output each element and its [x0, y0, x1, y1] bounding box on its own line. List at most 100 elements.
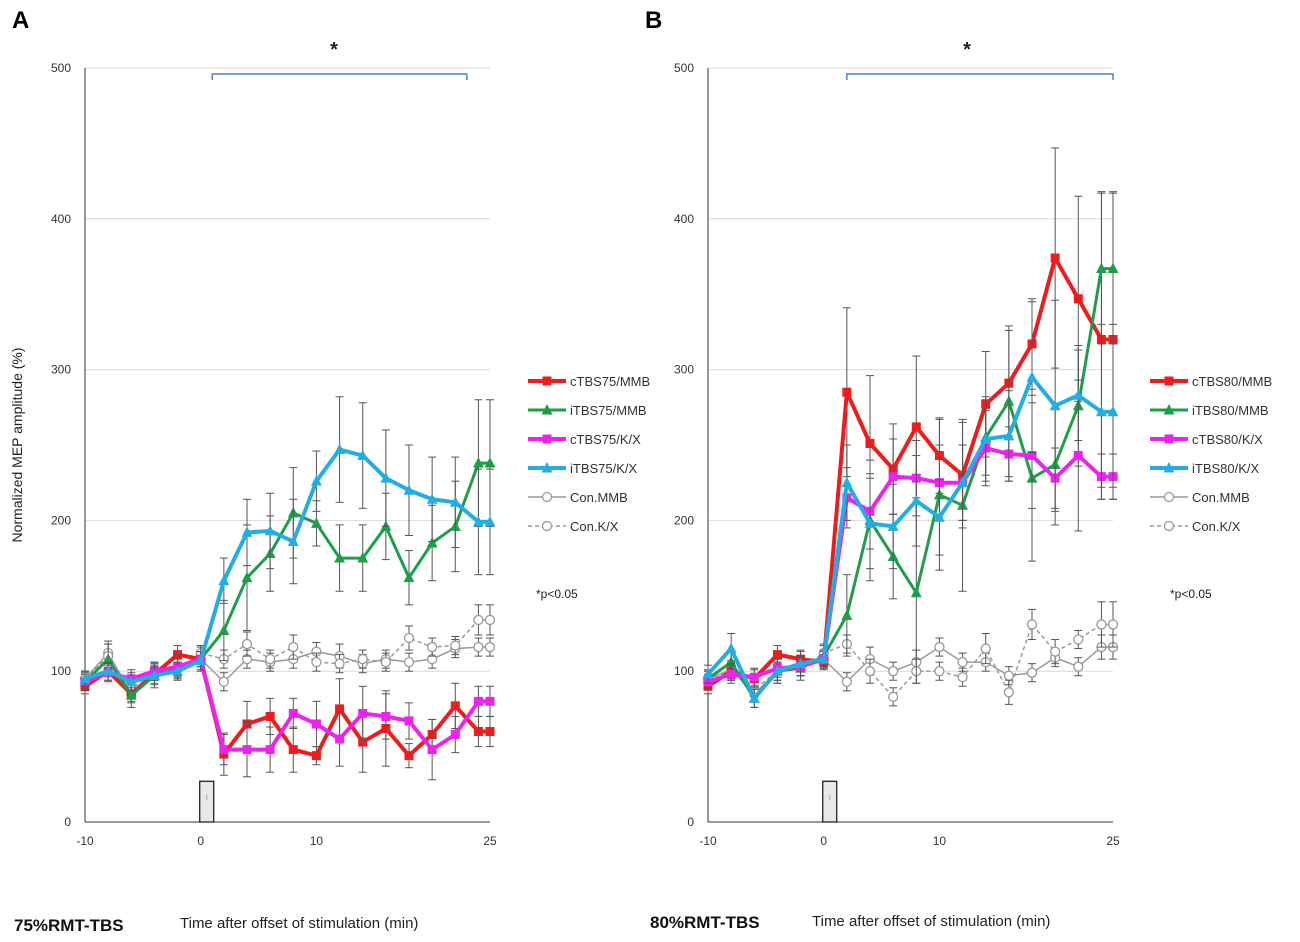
- panel-b-point-cTBS80/K/X-16: [1073, 451, 1083, 461]
- panel-a-point-iTBS75/K/X-3: [148, 669, 160, 681]
- panel-a-point-Con.K/X-15: [426, 641, 438, 653]
- panel-b-point-iTBS80/MMB-17: [1095, 262, 1107, 274]
- panel-b-x-tick-label--10: -10: [699, 834, 717, 848]
- panel-a-point-Con.K/X-13: [380, 657, 392, 668]
- panel-b-point-cTBS80/K/X-2: [749, 672, 759, 682]
- panel-a-series-iTBS75/K/X: [79, 396, 496, 692]
- panel-a-point-iTBS75/MMB-10: [310, 517, 322, 528]
- panel-b-y-tick-label-100: 100: [674, 664, 694, 678]
- panel-b-letter: B: [645, 7, 662, 34]
- panel-a-y-axis-label: Normalized MEP amplitude (%): [9, 347, 25, 542]
- panel-a-point-cTBS75/MMB-11: [335, 704, 345, 714]
- panel-a-y-tick-label-0: 0: [64, 815, 71, 829]
- panel-a-legend-marker-cTBS75/MMB: [542, 376, 552, 386]
- panel-b-stim-box: [822, 780, 838, 823]
- panel-b-point-iTBS80/MMB-6: [841, 609, 853, 620]
- panel-a-point-iTBS75/K/X-4: [172, 665, 184, 676]
- panel-a-significance-bracket: [211, 73, 468, 80]
- panel-a-line-Con.MMB: [84, 646, 490, 695]
- panel-a-point-iTBS75/MMB-7: [241, 571, 253, 583]
- panel-b-legend: cTBS80/MMB iTBS80/MMB cTBS80/K/X iTBS80/K/X…: [1150, 374, 1272, 534]
- panel-a-point-iTBS75/K/X-18: [484, 515, 496, 527]
- panel-a-point-cTBS75/MMB-18: [485, 727, 495, 737]
- panel-b-legend-marker-cTBS80/MMB: [1164, 376, 1174, 386]
- panel-b-y-tick-label-500: 500: [674, 61, 694, 75]
- panel-a-point-cTBS75/K/X-14: [404, 716, 414, 726]
- panel-b-point-iTBS80/K/X-6: [841, 476, 853, 488]
- panel-b-point-cTBS80/MMB-9: [911, 422, 921, 432]
- panel-a-point-iTBS75/MMB-1: [102, 653, 114, 664]
- panel-b-y-tick-label-300: 300: [674, 363, 694, 377]
- panel-b-legend-marker-iTBS80/MMB: [1163, 404, 1175, 415]
- panel-b-point-Con.MMB-10: [934, 641, 945, 653]
- panel-b-point-Con.MMB-11: [957, 657, 968, 668]
- panel-b-point-iTBS80/K/X-2: [748, 692, 760, 703]
- panel-b-point-Con.K/X-11: [957, 672, 968, 683]
- panel-a-legend-label-iTBS75/K/X: iTBS75/K/X: [570, 461, 638, 476]
- panel-b-point-Con.K/X-13: [1003, 687, 1015, 698]
- panel-a-point-iTBS75/MMB-11: [334, 552, 346, 563]
- panel-b-point-Con.MMB-16: [1073, 661, 1084, 672]
- panel-a-y-tick-label-300: 300: [51, 363, 71, 377]
- panel-b-series-iTBS80/K/X: [702, 299, 1119, 708]
- panel-b-y-ticks: 0 100 200 300 400 500: [674, 61, 694, 829]
- panel-a-point-Con.K/X-11: [334, 658, 345, 669]
- panel-a-point-cTBS75/K/X-15: [427, 745, 437, 755]
- panel-a-point-cTBS75/MMB-12: [358, 737, 368, 747]
- panel-a-point-iTBS75/K/X-12: [357, 449, 369, 461]
- panel-a-point-cTBS75/K/X-9: [288, 708, 298, 718]
- panel-a-x-ticks: -10 0 10 25: [76, 834, 497, 848]
- panel-b-point-iTBS80/K/X-4: [795, 657, 807, 669]
- panel-b-point-cTBS80/MMB-3: [772, 650, 782, 660]
- panel-b-series-iTBS80/MMB: [702, 192, 1119, 708]
- panel-a-y-tick-label-500: 500: [51, 61, 71, 75]
- panel-b-point-Con.K/X-10: [934, 666, 945, 677]
- panel-b-point-iTBS80/K/X-5: [818, 653, 830, 664]
- panel-b-point-Con.MMB-6: [841, 676, 853, 687]
- panel-a-legend-label-cTBS75/K/X: cTBS75/K/X: [570, 432, 641, 447]
- panel-b-gridlines: [708, 67, 1113, 672]
- panel-a-point-iTBS75/K/X-5: [195, 654, 207, 666]
- panel-a-point-iTBS75/MMB-12: [357, 552, 369, 563]
- panel-b-legend-label-cTBS80/K/X: cTBS80/K/X: [1192, 432, 1263, 447]
- panel-b-y-tick-label-0: 0: [687, 815, 694, 829]
- panel-a-legend-label-Con.MMB: Con.MMB: [570, 490, 628, 505]
- panel-b-point-iTBS80/K/X-9: [910, 494, 922, 506]
- panel-a-point-iTBS75/MMB-2: [125, 689, 137, 700]
- panel-a-point-cTBS75/K/X-11: [335, 734, 345, 744]
- panel-b-point-Con.K/X-8: [887, 691, 899, 702]
- panel-a-point-iTBS75/MMB-6: [218, 624, 230, 635]
- panel-b: B 0 100 200 300 400 500 -10 0 10 25 * cTBS80/MMB…: [645, 7, 1272, 932]
- panel-a-point-iTBS75/MMB-17: [472, 457, 484, 468]
- panel-b-point-iTBS80/K/X-0: [702, 668, 714, 679]
- panel-b-line-cTBS80/MMB: [706, 256, 1113, 688]
- panel-a-point-iTBS75/K/X-7: [241, 526, 253, 537]
- panel-b-legend-label-Con.K/X: Con.K/X: [1192, 519, 1241, 534]
- panel-a-axes: [84, 68, 490, 823]
- panel-b-point-cTBS80/MMB-15: [1050, 253, 1060, 263]
- panel-a-point-cTBS75/K/X-16: [450, 730, 460, 740]
- panel-a-point-iTBS75/MMB-14: [403, 571, 415, 583]
- panel-b-series-group: [702, 147, 1119, 708]
- panel-b-point-cTBS80/K/X-8: [888, 472, 898, 482]
- panel-a-line-cTBS75/MMB: [83, 652, 490, 758]
- panel-b-point-iTBS80/K/X-11: [957, 476, 969, 488]
- panel-b-legend-label-iTBS80/MMB: iTBS80/MMB: [1192, 403, 1269, 418]
- panel-a-point-Con.MMB-17: [473, 641, 484, 653]
- panel-a-point-iTBS75/K/X-8: [264, 525, 276, 536]
- panel-b-point-iTBS80/K/X-15: [1049, 399, 1061, 411]
- panel-a-point-iTBS75/K/X-13: [380, 472, 392, 483]
- panel-b-point-iTBS80/K/X-7: [864, 517, 876, 528]
- panel-a-legend: cTBS75/MMB iTBS75/MMB cTBS75/K/X iTBS75/K/X…: [528, 374, 650, 534]
- panel-b-point-iTBS80/K/X-1: [725, 642, 737, 654]
- panel-b-point-Con.K/X-7: [864, 666, 876, 677]
- panel-a-point-cTBS75/K/X-18: [485, 696, 495, 706]
- panel-a-x-tick-label-25: 25: [483, 834, 497, 848]
- panel-a-point-Con.K/X-14: [403, 632, 415, 644]
- panel-a-point-Con.K/X-10: [311, 657, 322, 668]
- panel-b-point-Con.MMB-14: [1026, 667, 1038, 678]
- panel-a-point-iTBS75/K/X-9: [287, 535, 299, 546]
- panel-b-point-Con.MMB-13: [1003, 670, 1015, 681]
- panel-a-point-Con.K/X-17: [473, 614, 484, 626]
- panel-a-point-cTBS75/K/X-13: [381, 711, 391, 721]
